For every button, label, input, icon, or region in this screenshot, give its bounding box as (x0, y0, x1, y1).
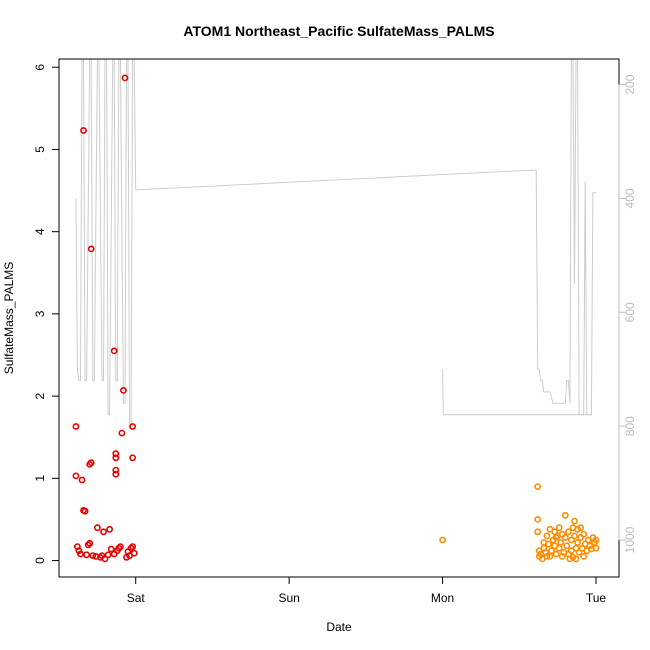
series-line-3 (442, 369, 592, 416)
data-point-1-59 (572, 555, 580, 563)
data-point-0-43 (115, 544, 123, 552)
right-axis: 200 400 600 800 1000 (618, 74, 637, 553)
x-axis: Sat Sun Mon Tue (127, 576, 607, 605)
data-point-0-13 (87, 459, 95, 467)
data-point-0-39 (129, 543, 136, 550)
data-point-1-12 (545, 540, 552, 548)
data-point-1-3 (534, 528, 542, 536)
data-point-0-22 (106, 525, 113, 533)
data-point-1-33 (568, 536, 575, 544)
data-point-0-5 (78, 476, 86, 484)
data-point-0-21 (104, 551, 112, 559)
data-point-1-0 (439, 536, 446, 544)
plot-lines (75, 58, 596, 427)
data-point-1-36 (571, 517, 578, 525)
data-point-1-58 (569, 524, 577, 532)
y-axis: 0 1 2 3 4 5 6 (33, 64, 60, 564)
data-point-0-42 (130, 549, 138, 557)
data-point-0-9 (83, 551, 90, 559)
data-point-1-45 (580, 553, 588, 560)
data-point-1-13 (546, 553, 554, 560)
data-point-0-14 (87, 245, 95, 253)
data-point-0-7 (81, 507, 89, 515)
y-axis-label: SulfateMass_PALMS (2, 262, 16, 375)
data-point-1-57 (558, 530, 566, 538)
data-point-1-15 (548, 547, 555, 555)
data-point-1-56 (552, 534, 560, 541)
plot-frame (58, 58, 620, 578)
data-point-0-25 (112, 470, 120, 478)
data-point-0-23 (107, 545, 115, 553)
y-tick-label-0: 0 (33, 557, 47, 564)
data-point-1-19 (552, 550, 560, 558)
data-point-1-53 (592, 544, 600, 552)
data-point-0-15 (89, 552, 97, 559)
data-point-1-11 (543, 532, 551, 540)
data-point-1-39 (574, 539, 581, 546)
data-point-1-42 (577, 524, 584, 532)
data-point-0-8 (80, 127, 87, 134)
data-point-0-19 (100, 528, 107, 536)
data-point-1-21 (555, 524, 563, 532)
x-tick-label-3: Tue (586, 591, 607, 605)
data-point-0-11 (86, 539, 94, 547)
plot-points (72, 74, 600, 563)
right-tick-label-2: 600 (623, 302, 637, 322)
data-point-1-44 (580, 530, 588, 538)
data-point-1-54 (592, 536, 600, 544)
data-point-1-55 (543, 553, 551, 560)
data-point-1-2 (534, 516, 542, 523)
data-point-1-1 (534, 483, 542, 490)
data-point-1-27 (561, 511, 569, 519)
y-tick-label-5: 5 (33, 146, 47, 153)
data-point-0-44 (98, 552, 106, 559)
data-point-0-32 (118, 429, 126, 437)
data-point-1-23 (557, 539, 565, 546)
right-tick-label-3: 800 (623, 416, 637, 436)
x-tick-label-2: Mon (431, 591, 454, 605)
right-tick-label-0: 200 (623, 74, 637, 94)
data-point-0-27 (112, 454, 120, 462)
y-tick-label-4: 4 (33, 228, 47, 235)
data-point-1-28 (563, 542, 571, 550)
data-point-0-1 (72, 472, 80, 480)
data-point-1-29 (565, 528, 572, 536)
right-tick-label-4: 1000 (623, 526, 637, 553)
y-tick-label-2: 2 (33, 392, 47, 399)
y-tick-label-6: 6 (33, 64, 47, 71)
data-point-0-17 (94, 524, 101, 532)
data-point-0-41 (129, 454, 136, 462)
y-tick-label-3: 3 (33, 310, 47, 317)
data-point-0-26 (112, 466, 120, 474)
data-point-0-33 (120, 386, 127, 394)
data-point-1-37 (572, 544, 580, 552)
x-tick-label-0: Sat (127, 591, 146, 605)
data-point-1-40 (575, 548, 583, 556)
series-line-2 (75, 58, 596, 427)
x-tick-label-1: Sun (278, 591, 299, 605)
data-point-1-35 (571, 532, 578, 540)
chart-title: ATOM1 Northeast_Pacific SulfateMass_PALM… (183, 23, 494, 39)
data-point-1-22 (555, 544, 563, 552)
data-point-0-3 (75, 547, 83, 555)
data-point-0-0 (72, 423, 80, 430)
data-point-0-28 (112, 450, 120, 458)
y-tick-label-1: 1 (33, 475, 47, 482)
data-point-0-29 (110, 347, 118, 355)
data-point-0-40 (129, 423, 136, 430)
data-point-0-34 (121, 74, 129, 82)
right-tick-label-1: 400 (623, 188, 637, 208)
data-point-0-4 (77, 550, 84, 558)
x-axis-label: Date (326, 620, 352, 634)
